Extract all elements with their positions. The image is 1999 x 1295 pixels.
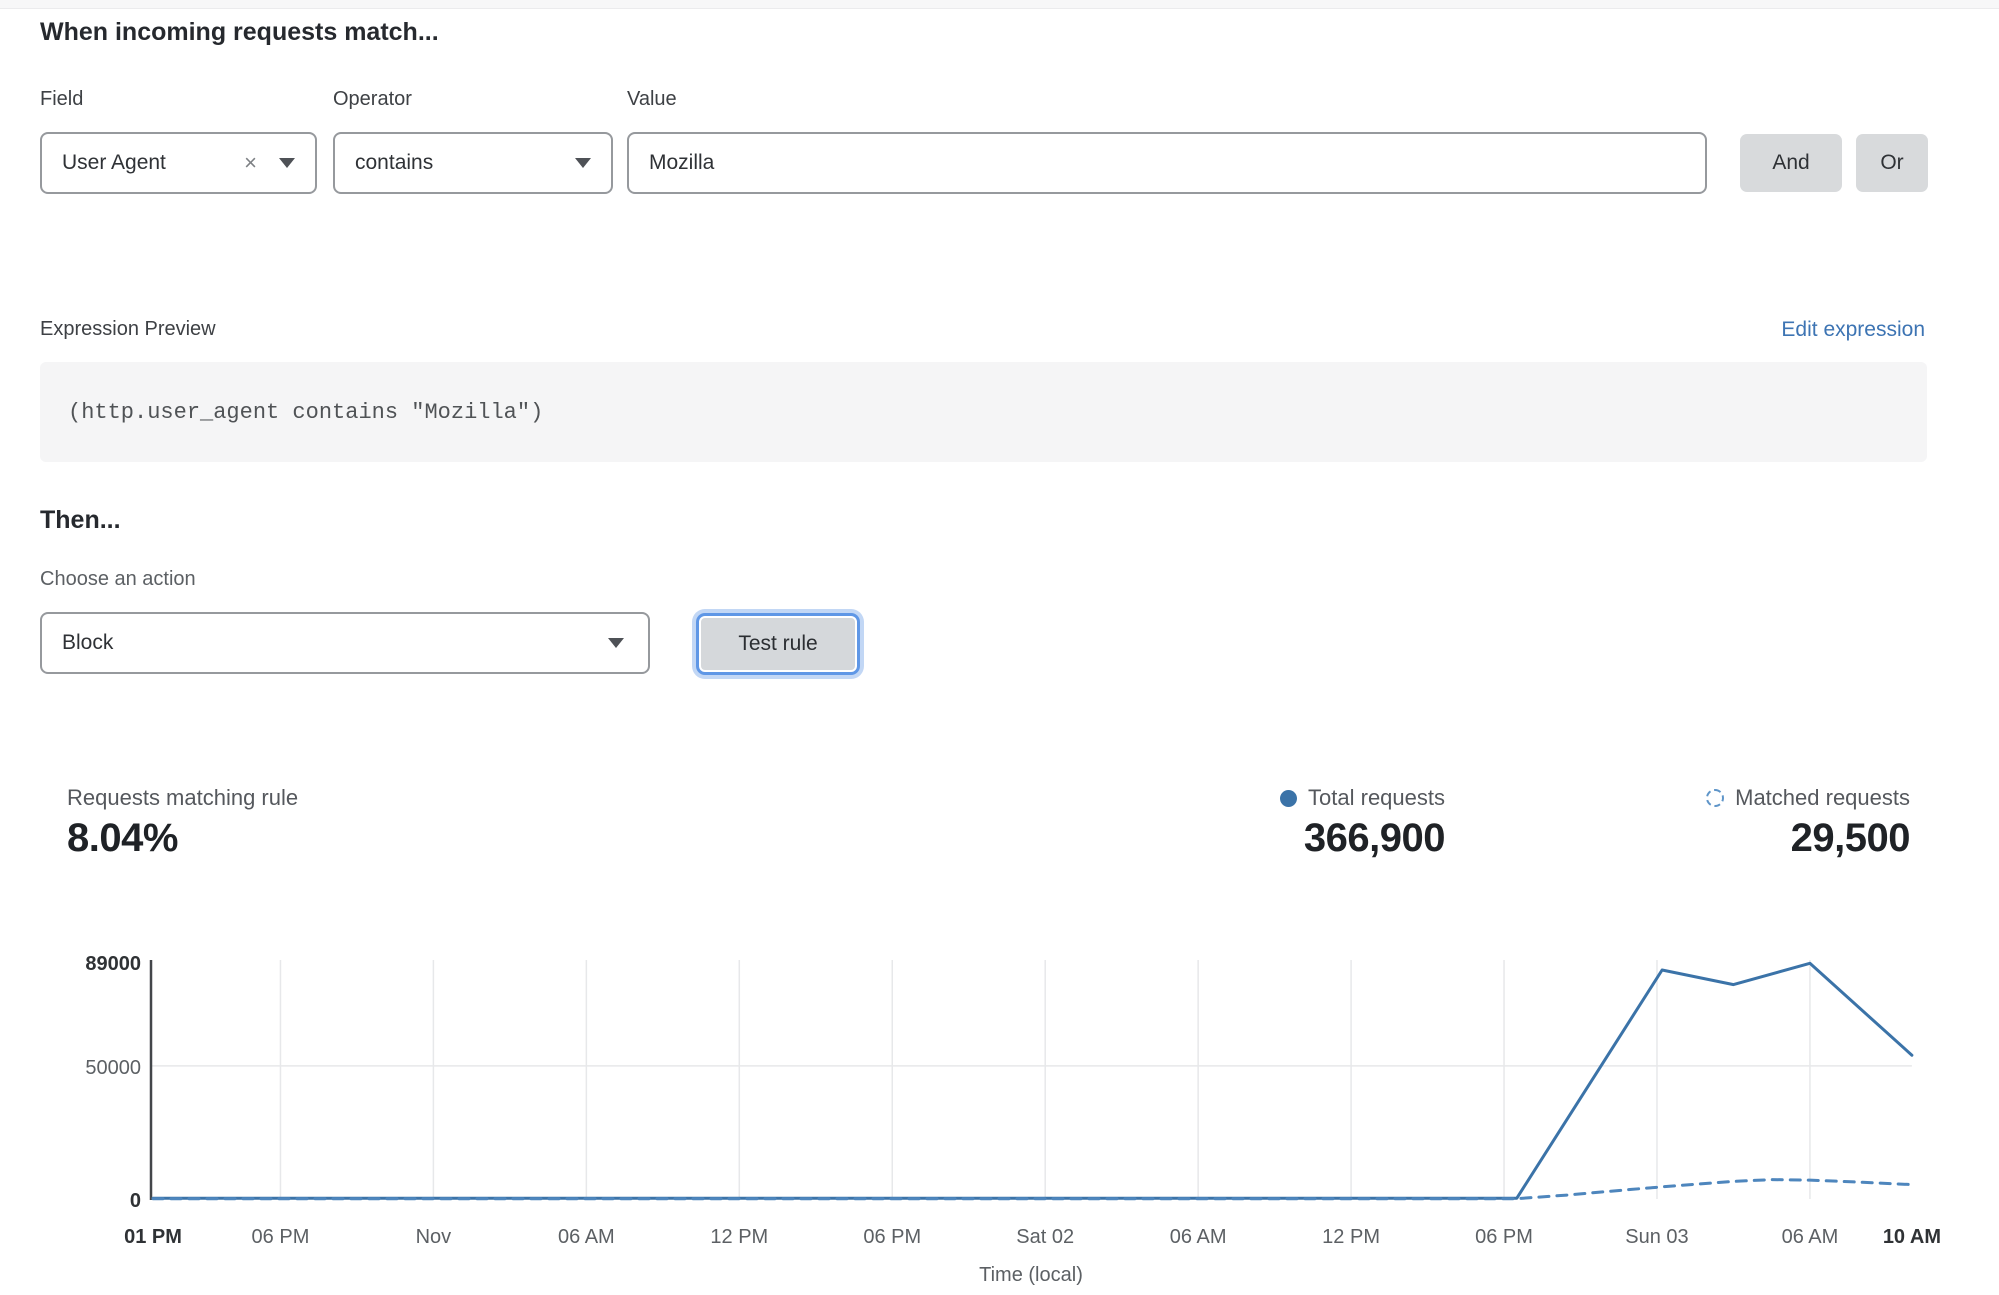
x-tick-label: 12 PM <box>1322 1226 1380 1248</box>
operator-label: Operator <box>333 88 412 110</box>
field-label: Field <box>40 88 84 110</box>
chart-gridlines <box>150 960 1912 1199</box>
x-tick-label: Sun 03 <box>1625 1226 1688 1248</box>
chart-x-tick-labels: 01 PM 06 PM Nov 06 AM 12 PM 06 PM Sat 02 06 AM 1… <box>124 1226 1941 1248</box>
y-tick-label: 50000 <box>85 1057 141 1079</box>
chart-y-tick-labels: 89000 50000 0 <box>85 953 141 1212</box>
edit-expression-link[interactable]: Edit expression <box>1781 318 1925 341</box>
matching-rule-label: Requests matching rule <box>67 785 299 810</box>
value-label: Value <box>627 88 677 110</box>
chevron-down-icon <box>608 638 624 648</box>
x-tick-label: 06 AM <box>1782 1226 1839 1248</box>
choose-action-label: Choose an action <box>40 568 196 590</box>
x-tick-label: 06 AM <box>558 1226 615 1248</box>
and-button[interactable]: And <box>1740 134 1842 192</box>
matched-requests-label: Matched requests <box>1735 785 1910 810</box>
matched-requests-value: 29,500 <box>1790 816 1911 860</box>
test-rule-button[interactable]: Test rule <box>699 616 857 672</box>
action-select[interactable]: Block <box>40 612 650 674</box>
clear-field-icon[interactable]: × <box>244 150 257 175</box>
total-requests-stat: Total requests 366,900 <box>1045 785 1446 861</box>
action-select-value: Block <box>62 631 114 654</box>
series-line-dashed <box>151 1178 1914 1201</box>
x-tick-label: 06 PM <box>252 1226 310 1248</box>
y-tick-label: 89000 <box>85 953 141 975</box>
or-button[interactable]: Or <box>1856 134 1928 192</box>
expression-preview-label: Expression Preview <box>40 318 216 340</box>
total-requests-value: 366,900 <box>1303 816 1446 860</box>
expression-code-box: (http.user_agent contains "Mozilla") <box>40 362 1927 462</box>
page-title: When incoming requests match... <box>40 18 439 46</box>
x-tick-label: 12 PM <box>710 1226 768 1248</box>
x-tick-label: Sat 02 <box>1016 1226 1074 1248</box>
then-title: Then... <box>40 506 121 534</box>
total-requests-legend[interactable]: Total requests <box>1045 785 1445 811</box>
x-tick-label: 06 PM <box>1475 1226 1533 1248</box>
x-tick-label: 01 PM <box>124 1226 182 1248</box>
x-tick-label: 10 AM <box>1883 1226 1941 1248</box>
operator-select[interactable]: contains <box>333 132 613 194</box>
operator-select-value: contains <box>355 151 434 174</box>
solid-dot-icon <box>1280 789 1298 807</box>
matched-requests-legend[interactable]: Matched requests <box>1490 785 1910 811</box>
value-input[interactable] <box>627 132 1707 194</box>
chevron-down-icon <box>575 158 591 168</box>
total-requests-label: Total requests <box>1308 785 1445 810</box>
x-axis-title: Time (local) <box>979 1264 1083 1286</box>
x-tick-label: 06 PM <box>863 1226 921 1248</box>
matching-rule-value: 8.04% <box>67 816 178 860</box>
chevron-down-icon <box>279 158 295 168</box>
field-select-value: User Agent <box>62 151 166 174</box>
series-line-solid <box>151 961 1914 1200</box>
y-tick-label: 0 <box>130 1190 141 1212</box>
dashed-circle-icon <box>1706 789 1725 807</box>
top-divider <box>0 0 1999 9</box>
expression-code: (http.user_agent contains "Mozilla") <box>68 399 544 425</box>
matched-requests-stat: Matched requests 29,500 <box>1490 785 1911 861</box>
x-tick-label: Nov <box>416 1226 452 1248</box>
chart-series <box>151 961 1914 1201</box>
field-select[interactable]: User Agent × <box>40 132 317 194</box>
x-tick-label: 06 AM <box>1170 1226 1227 1248</box>
